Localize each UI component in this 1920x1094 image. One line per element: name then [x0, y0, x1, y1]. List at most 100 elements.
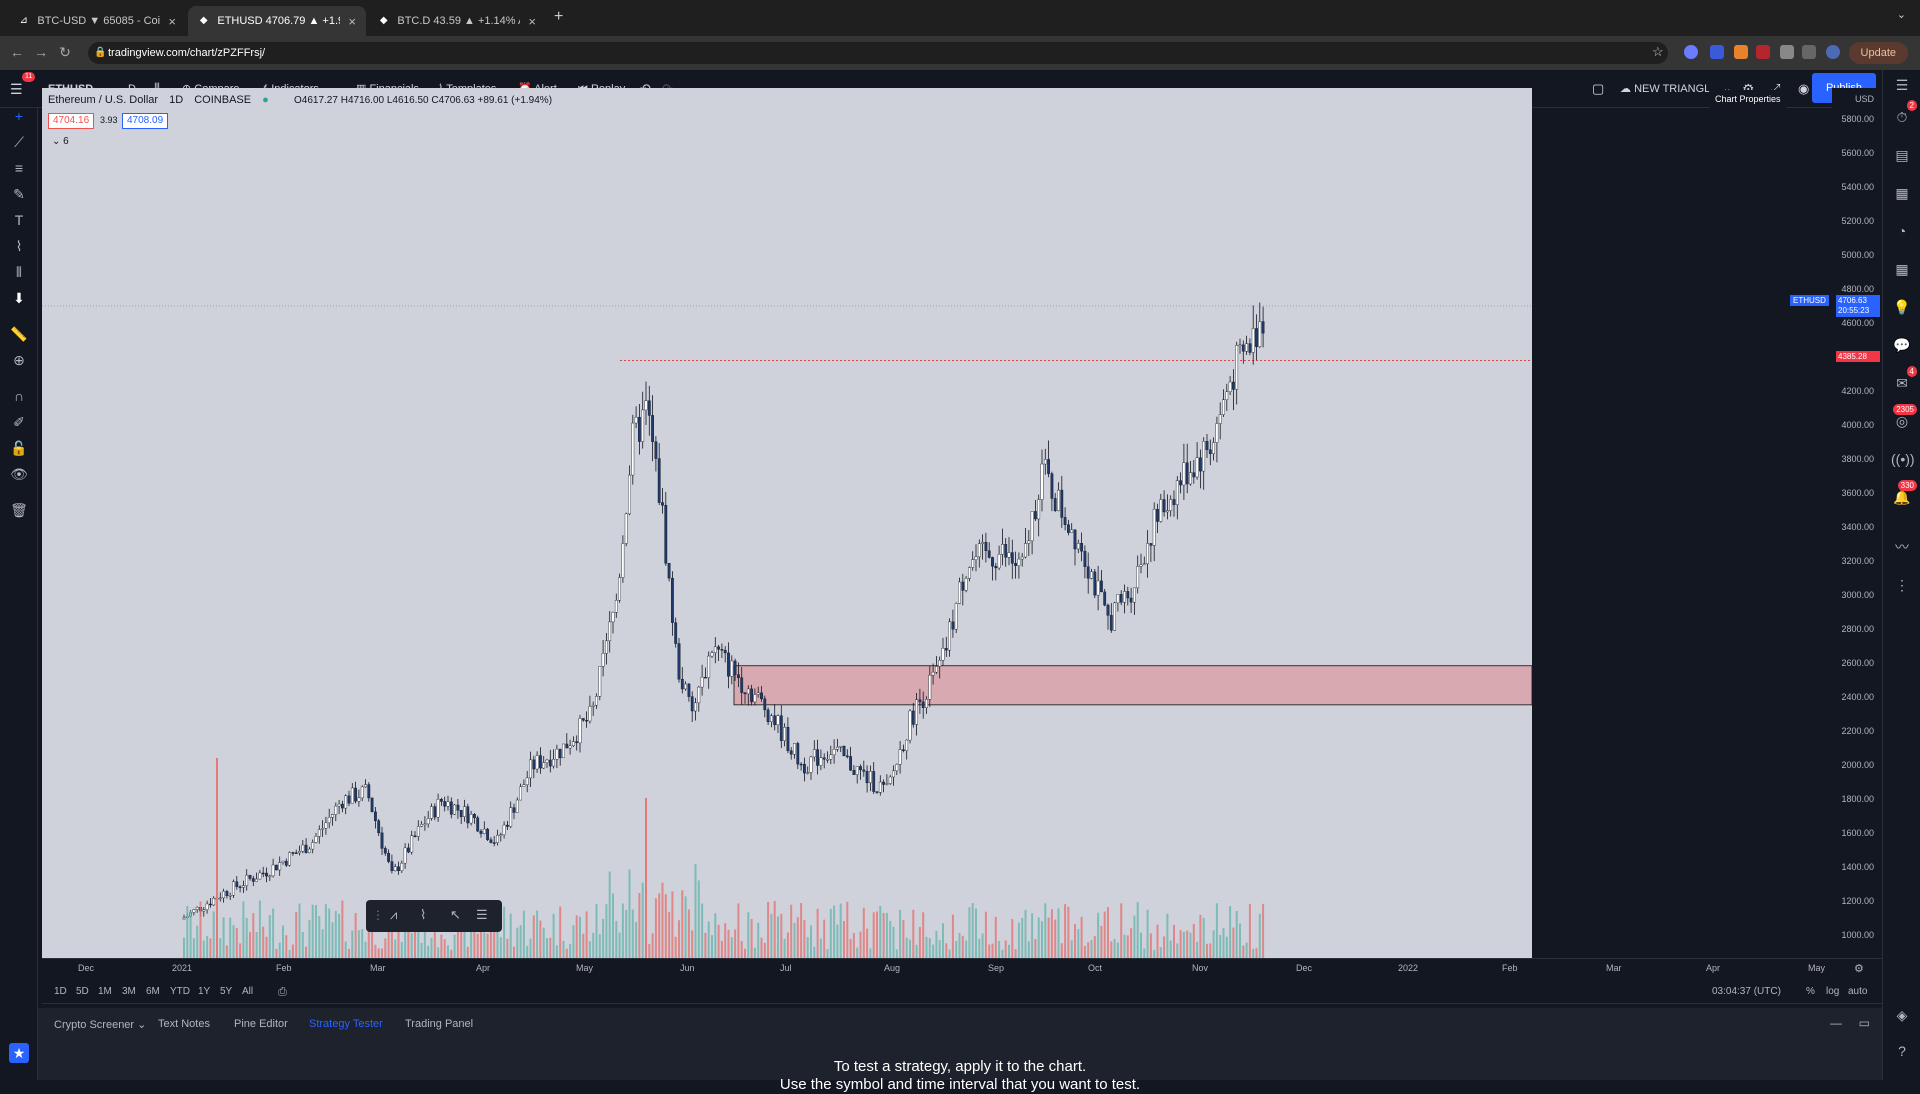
- candle-body: [707, 655, 711, 678]
- volume-bar: [869, 948, 872, 958]
- percent-toggle[interactable]: %: [1806, 986, 1815, 997]
- data-window-icon[interactable]: ▤: [1895, 147, 1909, 163]
- maximize-icon[interactable]: ▭: [1858, 1016, 1870, 1030]
- browser-tab-ethusd[interactable]: ◆ ETHUSD 4706.79 ▲ +1.94% N... ×: [188, 6, 366, 36]
- arrow-down-icon[interactable]: ⬇: [13, 290, 25, 306]
- layout-name-button[interactable]: ☁ NEW TRIANGL... ⌄: [1620, 83, 1732, 95]
- close-icon[interactable]: ×: [528, 13, 536, 29]
- metamask-icon[interactable]: [1734, 45, 1748, 59]
- tab-crypto-screener[interactable]: Crypto Screener ⌄: [54, 1019, 147, 1031]
- dom-icon[interactable]: ⋮: [1895, 577, 1909, 593]
- reload-icon[interactable]: ↻: [59, 44, 71, 60]
- pattern-icon[interactable]: ⌇: [15, 238, 23, 254]
- browser-tab-btc-usd[interactable]: ⊿ BTC-USD ▼ 65085 - Coinbase ×: [8, 6, 186, 36]
- currency-label[interactable]: USD: [1854, 94, 1874, 104]
- reading-list-icon[interactable]: [1802, 45, 1816, 59]
- close-icon[interactable]: ×: [348, 13, 356, 29]
- puzzle-icon[interactable]: [1780, 45, 1794, 59]
- browser-tab-btcd[interactable]: ◆ BTC.D 43.59 ▲ +1.14% ALTS ×: [368, 6, 546, 36]
- close-icon[interactable]: ×: [168, 13, 176, 29]
- tab-trading-panel[interactable]: Trading Panel: [405, 1018, 474, 1030]
- minimize-icon[interactable]: —: [1830, 1016, 1842, 1030]
- update-button[interactable]: Update: [1848, 42, 1908, 64]
- chart-canvas[interactable]: [42, 88, 1532, 958]
- extension-icon[interactable]: [1684, 45, 1698, 59]
- utc-clock[interactable]: 03:04:37 (UTC): [1712, 986, 1781, 997]
- trend-icon[interactable]: 〰: [1895, 539, 1909, 555]
- tab-strategy-tester[interactable]: Strategy Tester: [309, 1018, 383, 1030]
- log-toggle[interactable]: log: [1826, 986, 1840, 997]
- new-tab-icon[interactable]: +: [554, 8, 564, 25]
- tab-pine-editor[interactable]: Pine Editor: [234, 1018, 288, 1030]
- stay-drawing-icon[interactable]: ✐: [13, 414, 25, 430]
- pie-icon[interactable]: ◔: [1897, 223, 1907, 239]
- back-icon[interactable]: ←: [10, 44, 24, 60]
- cursor-icon[interactable]: ↖: [450, 907, 461, 922]
- trash-icon[interactable]: 🗑: [10, 502, 28, 518]
- range-ytd-button[interactable]: YTD: [170, 986, 190, 997]
- range-1y-button[interactable]: 1Y: [198, 986, 211, 997]
- layers-icon[interactable]: ◈: [1896, 1007, 1908, 1023]
- menu-icon[interactable]: ☰: [10, 81, 23, 97]
- favorites-star-icon[interactable]: ★: [9, 1043, 29, 1063]
- news-icon[interactable]: ▦: [1895, 185, 1909, 201]
- volume-bar: [687, 909, 690, 958]
- fullscreen-icon[interactable]: ⤢: [1770, 81, 1781, 96]
- chevron-down-icon[interactable]: ⌄: [1896, 9, 1906, 21]
- sell-price-button[interactable]: 4704.16: [48, 113, 95, 129]
- candle-body: [400, 862, 404, 871]
- candle-body: [1225, 391, 1229, 400]
- lock-icon[interactable]: 🔓: [10, 440, 28, 456]
- eye-icon[interactable]: 👁: [10, 466, 28, 482]
- layout-square-icon[interactable]: ▢: [1592, 81, 1605, 96]
- calendar-icon[interactable]: ▦: [1895, 261, 1909, 277]
- notifications-icon[interactable]: 🔔 330: [1891, 480, 1917, 508]
- bookmark-star-icon[interactable]: ☆: [1652, 44, 1664, 59]
- goto-date-icon[interactable]: ⎙: [278, 986, 287, 998]
- fib-icon[interactable]: ≡: [14, 160, 24, 176]
- indicators-toggle[interactable]: ⌄ 6: [52, 136, 69, 147]
- zoom-in-icon[interactable]: ⊕: [13, 352, 25, 368]
- extension-icon[interactable]: [1710, 45, 1724, 59]
- watchlist-icon[interactable]: ☰: [1895, 77, 1909, 93]
- auto-toggle[interactable]: auto: [1848, 986, 1868, 997]
- tab-text-notes[interactable]: Text Notes: [158, 1018, 210, 1030]
- symbol-legend[interactable]: Ethereum / U.S. Dollar 1D COINBASE ●: [48, 94, 269, 106]
- price-axis[interactable]: USD 5800.00 5600.00 5400.00 5200.00 5000.00 4…: [1790, 88, 1882, 958]
- pattern-tool-icon[interactable]: ⩘: [390, 907, 398, 922]
- candle-body: [710, 652, 714, 657]
- buy-price-button[interactable]: 4708.09: [122, 113, 169, 129]
- prediction-icon[interactable]: ⫴: [16, 264, 22, 280]
- trend-line-icon[interactable]: ⟋: [14, 134, 24, 150]
- range-all-button[interactable]: All: [242, 986, 254, 997]
- streams-icon[interactable]: ◎ 2305: [1891, 404, 1917, 432]
- range-1m-button[interactable]: 1M: [98, 986, 112, 997]
- range-1d-button[interactable]: 1D: [54, 986, 67, 997]
- camera-icon[interactable]: ◉: [1798, 81, 1810, 96]
- ideas-bulb-icon[interactable]: 💡: [1893, 299, 1911, 315]
- avatar[interactable]: [1826, 45, 1840, 59]
- ruler-icon[interactable]: 📏: [10, 326, 28, 342]
- messages-icon[interactable]: ✉ 4: [1891, 366, 1917, 394]
- crosshair-icon[interactable]: +: [14, 108, 24, 124]
- volume-bar: [216, 758, 218, 958]
- text-icon[interactable]: T: [14, 212, 24, 228]
- wave-tool-icon[interactable]: ⌇: [420, 907, 427, 922]
- time-axis[interactable]: Dec 2021 Feb Mar Apr May Jun Jul Aug Sep Oct Nov Dec…: [42, 958, 1882, 978]
- magnet-icon[interactable]: ∩: [13, 388, 25, 404]
- range-6m-button[interactable]: 6M: [146, 986, 160, 997]
- broadcast-icon[interactable]: ((•)): [1891, 451, 1915, 467]
- extension-icon[interactable]: [1756, 45, 1770, 59]
- url-input[interactable]: 🔒 tradingview.com/chart/zPZFFrsj/: [88, 42, 1668, 64]
- help-icon[interactable]: ?: [1898, 1043, 1906, 1059]
- range-3m-button[interactable]: 3M: [122, 986, 136, 997]
- range-5y-button[interactable]: 5Y: [220, 986, 233, 997]
- range-5d-button[interactable]: 5D: [76, 986, 89, 997]
- chat-icon[interactable]: 💬: [1893, 337, 1911, 353]
- drag-handle-icon[interactable]: ⋮: [372, 908, 384, 922]
- forward-icon[interactable]: →: [34, 44, 48, 60]
- alerts-clock-icon[interactable]: ⏱ 2: [1891, 100, 1917, 128]
- axis-settings-gear-icon[interactable]: ⚙: [1854, 963, 1864, 975]
- brush-icon[interactable]: ✎: [13, 186, 25, 202]
- settings-list-icon[interactable]: ☰: [476, 907, 488, 922]
